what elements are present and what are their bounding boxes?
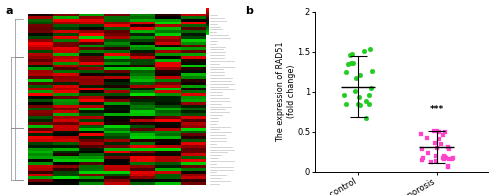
Point [354,102,362,105]
Point [418,148,426,151]
Text: ***: *** [430,105,444,114]
Point [438,134,446,137]
Point [441,130,449,134]
Point [435,130,443,133]
Point [349,61,357,64]
Text: b: b [245,6,253,16]
Point [340,94,348,97]
Point [348,53,356,56]
Point [433,146,441,149]
Point [450,156,458,160]
Point [346,53,354,56]
Point [446,157,454,160]
Point [424,152,432,155]
Point [440,157,448,160]
Point [448,158,456,161]
Point [344,62,351,65]
Point [428,160,436,163]
Point [352,76,360,80]
Point [423,136,431,139]
Point [351,90,359,93]
Point [346,62,354,65]
Point [435,138,443,141]
Point [433,129,441,133]
Point [368,69,376,73]
Point [440,155,448,159]
Point [432,154,440,158]
Point [418,158,426,161]
Point [356,74,364,77]
Point [362,100,370,103]
Point [444,145,452,149]
Point [367,86,375,89]
Point [430,129,438,132]
Point [431,142,439,145]
Y-axis label: The expression of RAD51
(fold change): The expression of RAD51 (fold change) [276,41,295,142]
Point [356,104,364,107]
Point [360,49,368,52]
Point [439,157,447,160]
Point [444,164,452,168]
Point [362,117,370,120]
Point [354,95,362,98]
Point [442,157,450,160]
Point [342,103,350,106]
Point [438,142,446,145]
Point [364,103,372,106]
Text: a: a [5,6,12,16]
Point [432,159,440,162]
Point [418,132,426,135]
Point [366,48,374,51]
Point [444,165,452,168]
Point [365,94,373,97]
Point [419,156,427,160]
Point [445,147,453,150]
Point [440,155,448,158]
Point [342,70,350,74]
